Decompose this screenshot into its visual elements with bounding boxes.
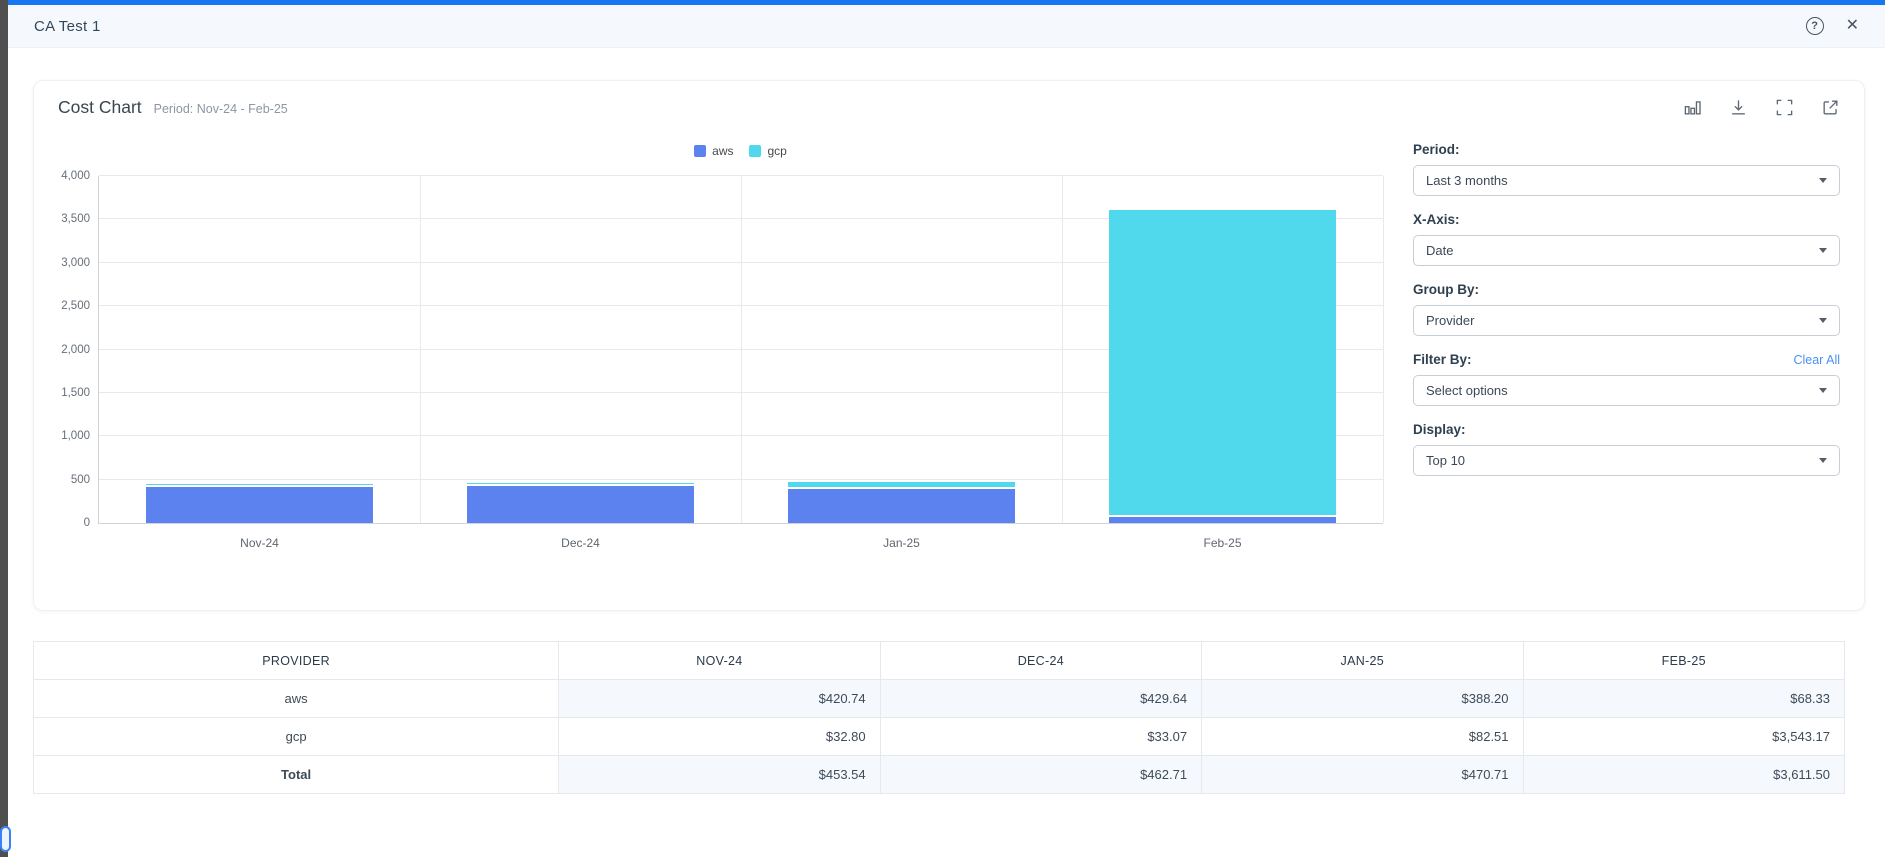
bar-segment-gcp-Feb-25[interactable] — [1108, 209, 1337, 518]
chart-legend: aws gcp — [98, 144, 1383, 158]
filterby-select[interactable]: Select options — [1413, 375, 1840, 406]
table-row: Total $453.54 $462.71 $470.71 $3,611.50 — [32, 755, 1846, 794]
table-body: aws $420.74 $429.64 $388.20 $68.33 gcp $32.80 $… — [32, 679, 1846, 794]
x-axis-label: Jan-25 — [883, 536, 920, 550]
close-icon[interactable]: ✕ — [1845, 17, 1859, 34]
background-page-edge — [0, 0, 8, 857]
cost-chart: aws gcp 0 500 1,000 1,500 2,000 2,500 3,000 3,50… — [58, 140, 1395, 586]
clear-all-link[interactable]: Clear All — [1793, 352, 1840, 367]
y-axis-tick-label: 0 — [83, 517, 90, 529]
x-gridline — [741, 176, 742, 523]
filterby-select-value: Select options — [1426, 383, 1508, 398]
download-icon[interactable] — [1729, 98, 1748, 117]
x-axis-label: Feb-25 — [1203, 536, 1242, 550]
y-axis-tick-label: 500 — [70, 473, 90, 486]
y-axis-tick-label: 4,000 — [61, 170, 90, 182]
y-axis-tick-label: 2,000 — [61, 343, 90, 356]
x-gridline — [420, 176, 421, 523]
table-row: gcp $32.80 $33.07 $82.51 $3,543.17 — [32, 717, 1846, 756]
chart-controls: Period: Last 3 months X-Axis: Date Group… — [1413, 140, 1840, 586]
cost-table: PROVIDER NOV-24 DEC-24 JAN-25 FEB-25 aws $420… — [32, 641, 1846, 794]
period-select[interactable]: Last 3 months — [1413, 165, 1840, 196]
legend-swatch — [749, 145, 762, 157]
chevron-down-icon — [1819, 318, 1827, 323]
chevron-down-icon — [1819, 178, 1827, 183]
display-select-value: Top 10 — [1426, 453, 1466, 468]
card-period-subtitle: Period: Nov-24 - Feb-25 — [153, 102, 288, 116]
value-cell: $470.71 — [1201, 755, 1524, 794]
bar-segment-aws-Nov-24[interactable] — [145, 486, 374, 523]
provider-cell: Total — [32, 755, 560, 794]
value-cell: $429.64 — [879, 679, 1203, 718]
xaxis-select[interactable]: Date — [1413, 235, 1840, 266]
groupby-label: Group By: — [1413, 282, 1479, 297]
modal-panel: CA Test 1 ? ✕ Cost Chart Period: Nov-24 … — [8, 0, 1885, 857]
provider-cell: aws — [32, 679, 560, 718]
display-label: Display: — [1413, 422, 1466, 437]
legend-item-gcp[interactable]: gcp — [749, 144, 787, 158]
accent-bar — [8, 0, 1885, 5]
cost-chart-card: Cost Chart Period: Nov-24 - Feb-25 — [33, 80, 1865, 611]
open-external-icon[interactable] — [1821, 98, 1840, 117]
help-icon[interactable]: ? — [1805, 17, 1824, 35]
value-cell: $32.80 — [558, 717, 881, 756]
display-select[interactable]: Top 10 — [1413, 445, 1840, 476]
value-cell: $68.33 — [1522, 679, 1846, 718]
value-cell: $462.71 — [879, 755, 1203, 794]
fullscreen-icon[interactable] — [1775, 98, 1794, 117]
y-axis-tick-label: 1,500 — [61, 386, 90, 399]
period-select-value: Last 3 months — [1426, 173, 1508, 188]
x-gridline — [1383, 176, 1384, 523]
bar-segment-gcp-Dec-24[interactable] — [466, 482, 695, 486]
bar-chart-icon[interactable] — [1683, 98, 1702, 117]
window-title: CA Test 1 — [34, 17, 101, 35]
table-row: aws $420.74 $429.64 $388.20 $68.33 — [32, 679, 1846, 718]
period-label: Period: — [1413, 142, 1460, 157]
value-cell: $33.07 — [879, 717, 1203, 756]
table-header-cell: FEB-25 — [1522, 641, 1846, 680]
xaxis-select-value: Date — [1426, 243, 1454, 258]
chevron-down-icon — [1819, 458, 1827, 463]
legend-label: aws — [712, 144, 734, 158]
groupby-select[interactable]: Provider — [1413, 305, 1840, 336]
table-header-cell: JAN-25 — [1201, 641, 1524, 680]
table-header-cell: PROVIDER — [32, 641, 560, 680]
window-header: CA Test 1 ? ✕ — [8, 5, 1885, 48]
x-axis-label: Dec-24 — [561, 536, 600, 550]
background-page-element — [0, 826, 11, 852]
y-gridline — [99, 175, 1383, 176]
value-cell: $388.20 — [1201, 679, 1524, 718]
value-cell: $82.51 — [1201, 717, 1524, 756]
xaxis-label: X-Axis: — [1413, 212, 1460, 227]
value-cell: $420.74 — [558, 679, 881, 718]
legend-label: gcp — [767, 144, 787, 158]
bar-segment-aws-Feb-25[interactable] — [1108, 517, 1337, 523]
table-header-cell: DEC-24 — [879, 641, 1203, 680]
provider-cell: gcp — [32, 717, 560, 756]
y-axis-tick-label: 2,500 — [61, 300, 90, 313]
y-axis-tick-label: 1,000 — [61, 430, 90, 443]
groupby-select-value: Provider — [1426, 313, 1475, 328]
table-header-row: PROVIDER NOV-24 DEC-24 JAN-25 FEB-25 — [32, 641, 1846, 680]
legend-swatch — [694, 145, 707, 157]
filterby-label: Filter By: — [1413, 352, 1472, 367]
bar-segment-aws-Dec-24[interactable] — [466, 485, 695, 523]
x-axis-label: Nov-24 — [240, 536, 279, 550]
value-cell: $453.54 — [558, 755, 881, 794]
x-gridline — [1062, 176, 1063, 523]
card-title: Cost Chart — [58, 97, 142, 117]
bar-segment-gcp-Nov-24[interactable] — [145, 483, 374, 487]
value-cell: $3,543.17 — [1522, 717, 1846, 756]
bar-segment-gcp-Jan-25[interactable] — [787, 482, 1016, 490]
table-header-cell: NOV-24 — [558, 641, 881, 680]
y-axis-tick-label: 3,500 — [61, 213, 90, 226]
chevron-down-icon — [1819, 248, 1827, 253]
y-axis-tick-label: 3,000 — [61, 256, 90, 269]
chevron-down-icon — [1819, 388, 1827, 393]
legend-item-aws[interactable]: aws — [694, 144, 733, 158]
value-cell: $3,611.50 — [1522, 755, 1846, 794]
bar-segment-aws-Jan-25[interactable] — [787, 489, 1016, 523]
chart-plot: 0 500 1,000 1,500 2,000 2,500 3,000 3,500 4,000 N… — [61, 170, 1384, 550]
